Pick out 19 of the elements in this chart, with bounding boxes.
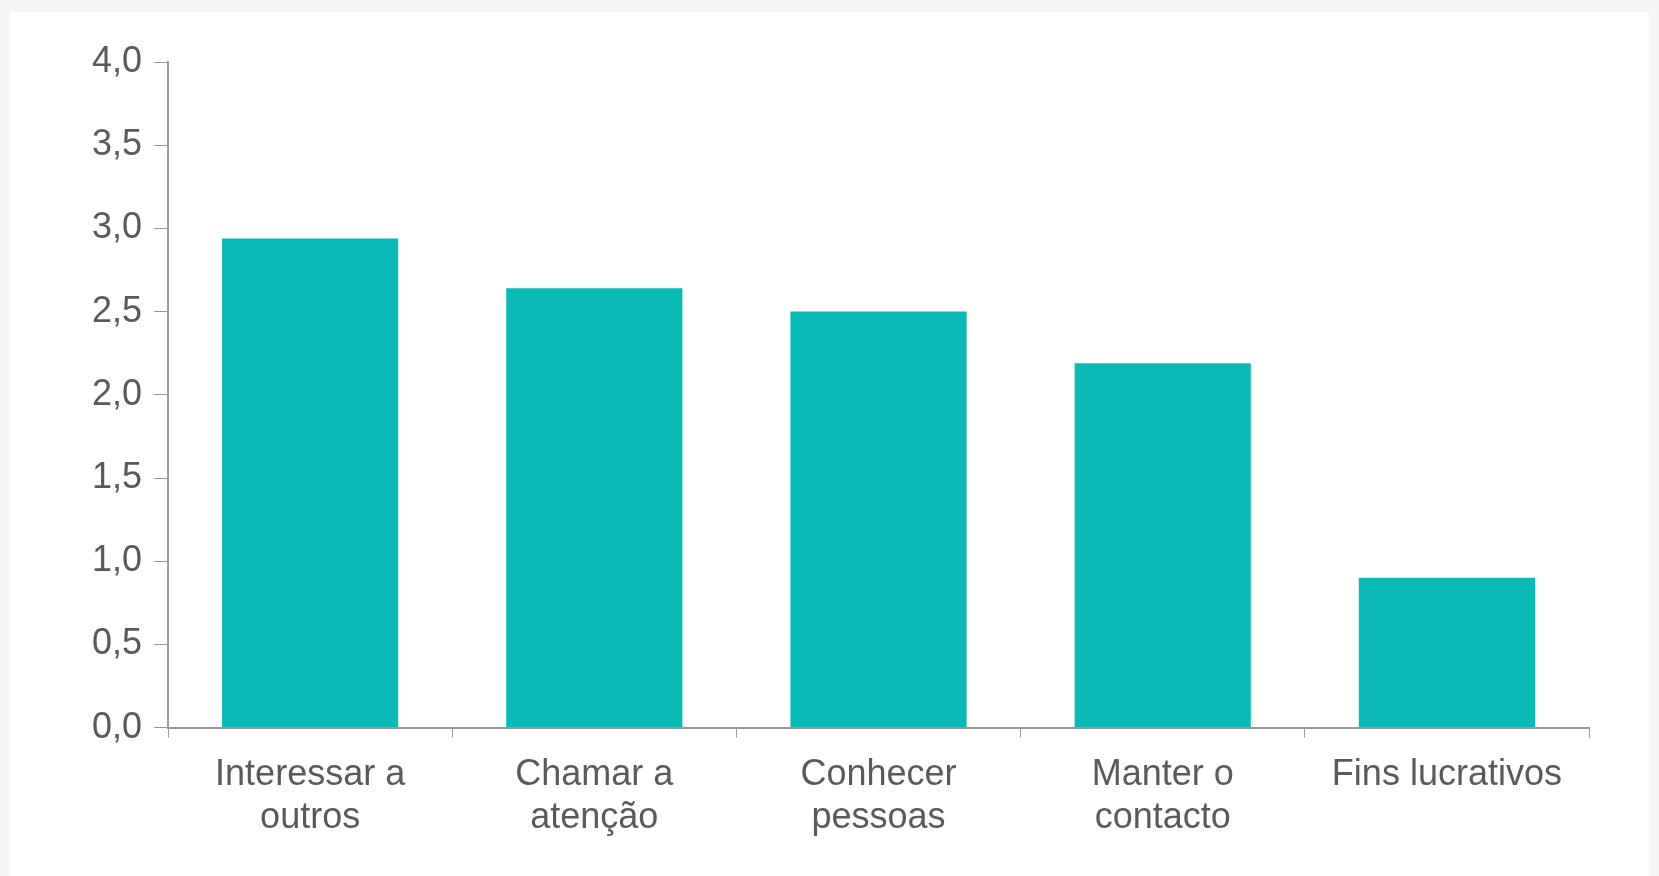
- x-tick-label: Conhecer pessoas: [800, 752, 957, 837]
- y-tick-label: 3,0: [92, 205, 143, 247]
- x-tick-label: Interessar a outros: [215, 752, 407, 837]
- y-tick-label: 0,0: [92, 704, 143, 746]
- y-tick-label: 1,0: [92, 538, 143, 580]
- bar: [790, 311, 967, 728]
- bar: [506, 288, 683, 728]
- x-tick-label: Chamar a atenção: [515, 752, 675, 837]
- y-tick-label: 0,5: [92, 621, 143, 663]
- y-tick-label: 2,5: [92, 288, 143, 330]
- bar: [1358, 577, 1535, 728]
- x-tick-label: Fins lucrativos: [1331, 752, 1562, 794]
- y-tick-label: 4,0: [92, 38, 143, 80]
- y-tick-label: 2,0: [92, 371, 143, 413]
- x-tick-label: Manter o contacto: [1091, 752, 1234, 837]
- bar: [222, 238, 399, 728]
- bar: [1074, 363, 1251, 728]
- y-tick-label: 1,5: [92, 454, 143, 496]
- y-tick-label: 3,5: [92, 122, 143, 164]
